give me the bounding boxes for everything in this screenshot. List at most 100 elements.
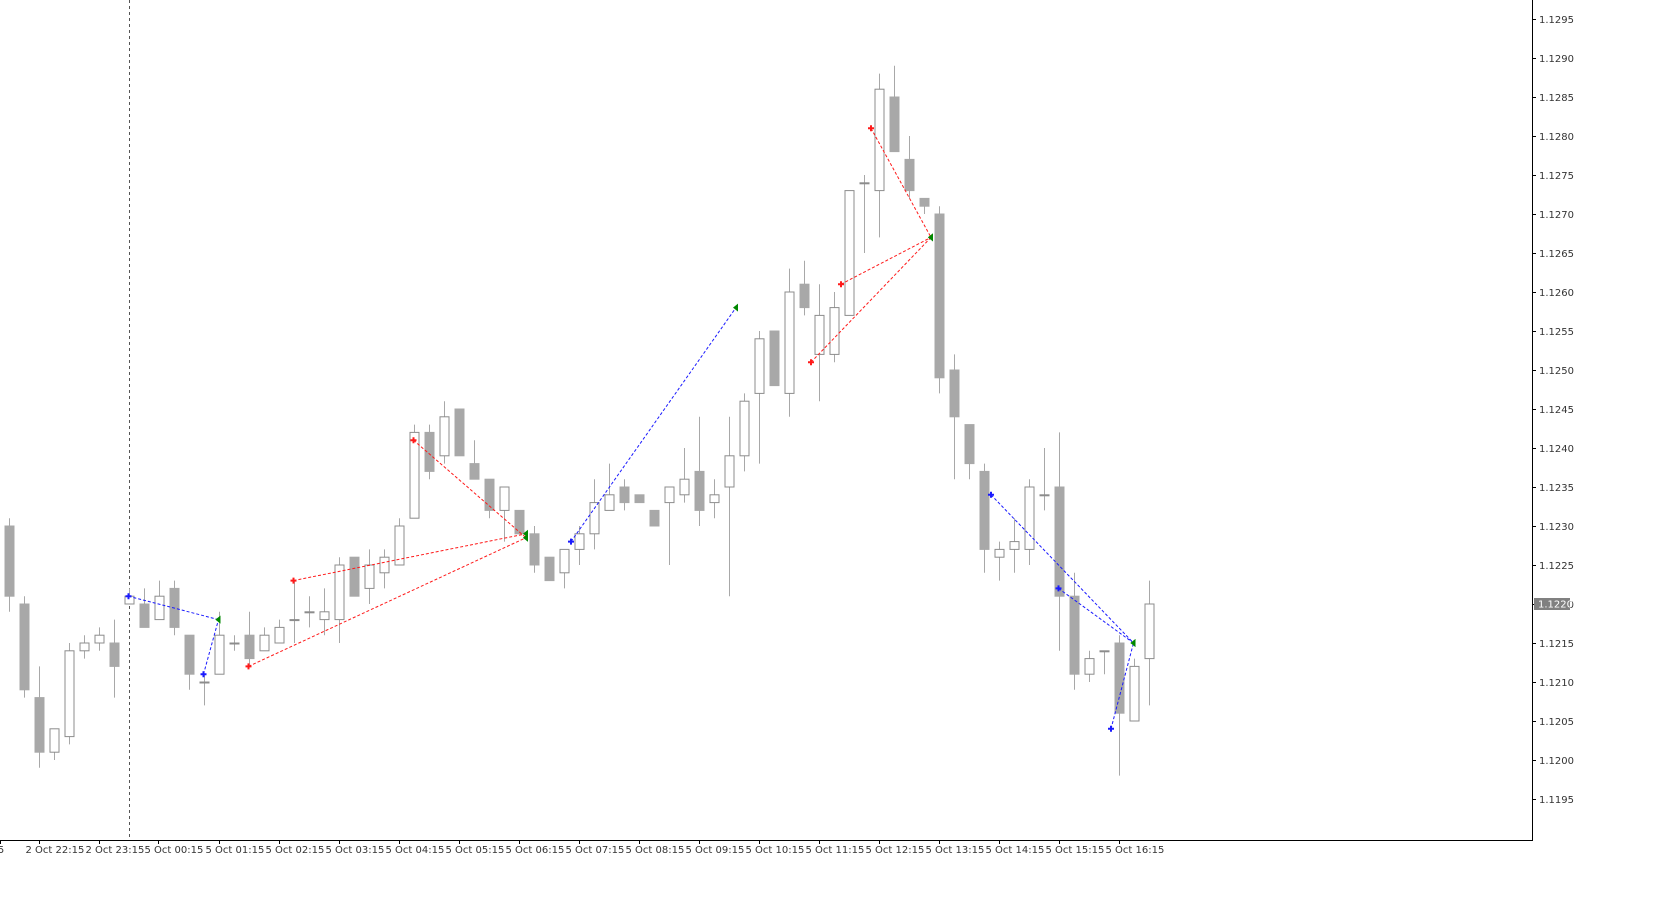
candle-body-bull bbox=[1099, 650, 1110, 653]
time-tick-label: 5 Oct 01:15 bbox=[206, 845, 265, 856]
candle bbox=[724, 416, 735, 597]
candle bbox=[139, 588, 150, 628]
time-tick-label: 5 Oct 04:15 bbox=[386, 845, 445, 856]
candle-body-bull bbox=[829, 307, 840, 355]
candle-body-bull bbox=[394, 525, 405, 566]
candle-body-bull bbox=[574, 533, 585, 550]
candle bbox=[544, 556, 555, 582]
trade-open-marker bbox=[988, 491, 994, 498]
price-tick-label: 1.1240 bbox=[1539, 444, 1574, 455]
trade-buy bbox=[1108, 639, 1136, 732]
candle bbox=[679, 448, 690, 503]
price-tick-label: 1.1280 bbox=[1539, 132, 1574, 143]
candle-body-bear bbox=[1069, 595, 1080, 675]
price-tick-label: 1.1210 bbox=[1539, 678, 1574, 689]
candle bbox=[634, 494, 645, 504]
candle-body-bull bbox=[334, 564, 345, 621]
candle-body-bear bbox=[184, 634, 195, 675]
time-tick-label: 5 Oct 16:15 bbox=[1106, 845, 1165, 856]
candle-body-bear bbox=[1114, 642, 1125, 714]
time-tick-label: 5 Oct 07:15 bbox=[566, 845, 625, 856]
price-tick-label: 1.1230 bbox=[1539, 522, 1574, 533]
candle bbox=[1069, 572, 1080, 690]
candle-body-bear bbox=[904, 158, 915, 192]
time-tick-label: 5 Oct 12:15 bbox=[866, 845, 925, 856]
candle-body-bull bbox=[859, 182, 870, 185]
candle-body-bull bbox=[64, 650, 75, 738]
trade-open-marker bbox=[1108, 725, 1114, 732]
candle-body-bear bbox=[979, 470, 990, 550]
trade-open-marker bbox=[868, 125, 874, 132]
candle bbox=[379, 549, 390, 589]
candle-body-bull bbox=[379, 556, 390, 574]
trade-open-marker bbox=[290, 577, 297, 584]
candle-body-bull bbox=[664, 486, 675, 504]
trade-close-marker bbox=[733, 303, 738, 312]
candle bbox=[1054, 432, 1065, 651]
candle-body-bear bbox=[634, 494, 645, 504]
candle-body-bull bbox=[709, 494, 720, 504]
candle bbox=[814, 284, 825, 402]
candle bbox=[484, 478, 495, 519]
candle-body-bull bbox=[94, 634, 105, 644]
candle bbox=[844, 190, 855, 316]
candle bbox=[664, 486, 675, 565]
candle-body-bull bbox=[154, 595, 165, 621]
candle-body-bull bbox=[79, 642, 90, 652]
trade-connector-line bbox=[128, 595, 219, 621]
price-tick-label: 1.1235 bbox=[1539, 483, 1574, 494]
candle bbox=[304, 596, 315, 628]
candle bbox=[979, 463, 990, 573]
candle bbox=[589, 479, 600, 550]
trade-close-marker bbox=[1130, 639, 1136, 647]
candle bbox=[154, 580, 165, 621]
time-tick-label: 5 Oct 13:15 bbox=[926, 845, 985, 856]
candle-body-bear bbox=[919, 197, 930, 207]
candle bbox=[769, 330, 780, 387]
candle-body-bull bbox=[1039, 494, 1050, 497]
time-tick-label: 5 Oct 08:15 bbox=[626, 845, 685, 856]
candle bbox=[4, 518, 15, 612]
candles-layer bbox=[4, 65, 1155, 776]
trade-close-marker bbox=[523, 533, 528, 542]
time-tick-label: 5 Oct 14:15 bbox=[986, 845, 1045, 856]
candle-body-bear bbox=[934, 213, 945, 379]
trade-buy bbox=[568, 303, 738, 545]
candle-body-bear bbox=[514, 509, 525, 535]
axes-layer: 1.1195 1.1200 1.1205 1.1210 1.1215 1.1220 1.12… bbox=[0, 0, 1574, 856]
candle-body-bull bbox=[814, 314, 825, 355]
candle bbox=[919, 197, 930, 214]
candle-body-bear bbox=[949, 369, 960, 418]
time-tick-label: 5 Oct 02:15 bbox=[266, 845, 325, 856]
candle-body-bull bbox=[679, 478, 690, 496]
candle bbox=[874, 73, 885, 238]
candle-body-bear bbox=[799, 283, 810, 309]
trade-open-marker bbox=[125, 593, 132, 600]
time-tick-label: 5 Oct 15:15 bbox=[1046, 845, 1105, 856]
candle-body-bull bbox=[1009, 541, 1020, 550]
candle bbox=[994, 541, 1005, 581]
trade-open-marker bbox=[200, 671, 207, 678]
price-tick-label: 1.1270 bbox=[1539, 210, 1574, 221]
trade-close-marker bbox=[928, 233, 933, 242]
candle bbox=[1129, 658, 1140, 722]
price-tick-label: 1.1275 bbox=[1539, 171, 1574, 182]
price-tick-label: 1.1265 bbox=[1539, 249, 1574, 260]
candle bbox=[1099, 650, 1110, 675]
price-tick-label: 1.1200 bbox=[1539, 756, 1574, 767]
time-tick-label: 5 Oct 06:15 bbox=[506, 845, 565, 856]
price-tick-label: 1.1295 bbox=[1539, 15, 1574, 26]
candle bbox=[964, 424, 975, 480]
trade-sell bbox=[410, 437, 528, 542]
candle bbox=[1144, 580, 1155, 706]
candle-body-bull bbox=[559, 548, 570, 574]
trade-open-marker bbox=[1055, 585, 1062, 592]
candle bbox=[394, 518, 405, 566]
time-tick-label: 2 Oct 22:15 bbox=[26, 845, 85, 856]
candle bbox=[529, 526, 540, 573]
candle bbox=[289, 580, 300, 643]
candle bbox=[799, 260, 810, 316]
candle bbox=[1009, 518, 1020, 573]
